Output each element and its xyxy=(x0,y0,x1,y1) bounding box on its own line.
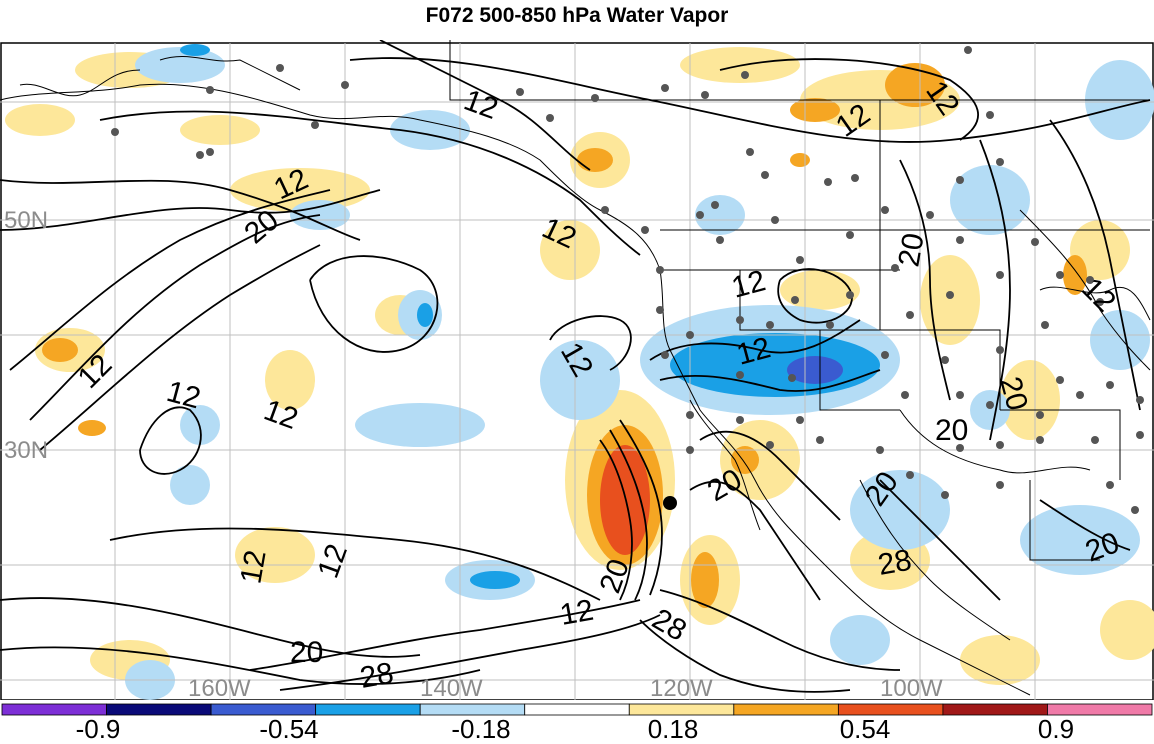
colorbar-label: 0.18 xyxy=(647,714,699,744)
contour-line xyxy=(899,159,951,401)
colorbar-swatch xyxy=(733,703,839,716)
colorbar-swatch xyxy=(942,703,1048,716)
contour-line xyxy=(349,57,1151,143)
lat-label-50n: 50N xyxy=(4,207,48,234)
contour-line xyxy=(649,319,861,361)
contour-line xyxy=(0,597,421,658)
contour-line xyxy=(0,189,381,231)
contour-line xyxy=(879,479,1001,601)
water-vapor-map: 50N 30N 160W 140W 120W 100W 12 12 12 12 … xyxy=(0,40,1154,700)
contour-line xyxy=(619,419,663,596)
contour-line xyxy=(99,110,641,256)
contour-label-12-south: 12 xyxy=(557,594,596,632)
lon-label-100w: 100W xyxy=(880,675,943,700)
contour-line xyxy=(659,589,901,671)
colorbar-swatch xyxy=(106,703,212,716)
contour-line xyxy=(139,406,202,475)
map-title: F072 500-850 hPa Water Vapor xyxy=(425,4,729,27)
colorbar-label: 0.9 xyxy=(1037,714,1075,744)
water-vapor-contours xyxy=(0,40,1151,693)
lon-label-120w: 120W xyxy=(650,675,713,700)
colorbar-swatch xyxy=(524,703,630,716)
contour-line xyxy=(699,430,841,521)
contour-label: 20 xyxy=(935,414,968,447)
contour-line xyxy=(609,429,648,601)
colorbar-swatch xyxy=(1047,703,1153,716)
contour-line xyxy=(9,189,331,371)
contour-label: 28 xyxy=(357,657,396,695)
contour-line xyxy=(659,369,881,392)
contour-line xyxy=(0,646,481,686)
contour-label: 20 xyxy=(892,231,930,270)
contour-line xyxy=(777,268,853,324)
negative-anomaly-strong xyxy=(787,356,843,384)
colorbar-label: 0.54 xyxy=(839,714,891,744)
contour-line xyxy=(549,315,632,371)
contour-line xyxy=(379,40,591,171)
station-markers xyxy=(111,46,1144,514)
contour-label: 20 xyxy=(290,636,323,669)
contour-line xyxy=(979,139,1011,441)
contour-line xyxy=(309,255,439,353)
colorbar-label: -0.9 xyxy=(75,714,121,744)
contour-line xyxy=(599,439,633,601)
contour-label: 28 xyxy=(875,544,914,582)
positive-anomaly-weak xyxy=(5,47,1154,685)
colorbar-label: -0.54 xyxy=(259,714,319,744)
contour-line xyxy=(639,619,851,693)
contour-label: 12 xyxy=(234,548,272,587)
contour-line xyxy=(0,179,361,241)
colorbar-label: -0.18 xyxy=(451,714,511,744)
colorbar xyxy=(1,703,1153,716)
contour-line xyxy=(719,58,979,141)
contour-line xyxy=(1049,119,1141,411)
contour-line xyxy=(39,244,321,451)
lat-label-30n: 30N xyxy=(4,437,48,464)
positive-anomaly-strong xyxy=(600,445,650,555)
highlight-marker xyxy=(663,496,677,510)
contour-line xyxy=(689,480,821,601)
colorbar-labels: -0.9 -0.54 -0.18 0.18 0.54 0.9 xyxy=(0,716,1154,742)
lon-label-160w: 160W xyxy=(188,675,251,700)
contour-line xyxy=(249,599,641,671)
contour-line xyxy=(109,527,601,601)
contour-line xyxy=(279,614,661,691)
coastlines xyxy=(0,40,1151,696)
colorbar-swatch xyxy=(315,703,421,716)
contour-line xyxy=(29,214,321,421)
contour-line xyxy=(1039,499,1131,551)
lon-label-140w: 140W xyxy=(420,675,483,700)
